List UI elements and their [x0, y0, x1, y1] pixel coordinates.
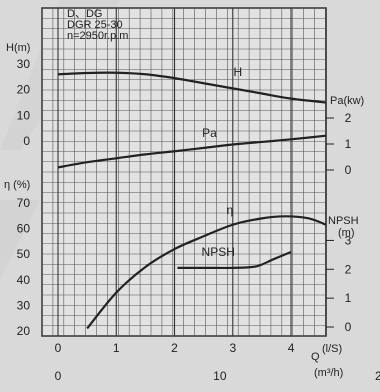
- head-tick: 10: [17, 108, 31, 122]
- efficiency-tick: 20: [17, 324, 31, 338]
- power-curve: [57, 134, 327, 169]
- npsh-axis-label: NPSH: [328, 215, 359, 227]
- tick-label-layer: 01234010203001020300122030405060700123: [17, 57, 380, 383]
- series-label-layer: H Pa η NPSH: [202, 65, 243, 259]
- header-line-2: DGR 25-30: [67, 19, 123, 31]
- series-layer: [57, 71, 327, 330]
- x-axis-unit-ls: (l/S): [322, 343, 342, 355]
- x-tick-ls: 2: [171, 341, 178, 355]
- npsh-curve: [177, 250, 292, 270]
- npsh-tick: 1: [345, 291, 352, 305]
- efficiency-tick: 40: [17, 273, 31, 287]
- header-line-1: D、DG: [67, 8, 102, 20]
- power-tick: 2: [345, 111, 352, 125]
- x-tick-ls: 3: [229, 341, 236, 355]
- header-line-3: n=2950r.p.m: [67, 30, 128, 42]
- head-axis-label: H(m): [6, 42, 30, 54]
- power-tick: 1: [345, 137, 352, 151]
- head-curve: [57, 71, 327, 104]
- x-tick-m3h: 10: [213, 369, 227, 383]
- head-tick: 20: [17, 83, 31, 97]
- head-tick: 30: [17, 57, 31, 71]
- efficiency-series-label: η: [227, 203, 234, 217]
- grid-layer: [41, 7, 326, 337]
- npsh-tick: 2: [345, 262, 352, 276]
- efficiency-axis-label: η (%): [4, 179, 30, 191]
- efficiency-curve: [86, 215, 327, 330]
- x-axis-label-q: Q: [311, 351, 320, 363]
- x-axis-unit-m3h: (m³/h): [314, 367, 343, 379]
- x-tick-m3h: 20: [375, 369, 380, 383]
- efficiency-tick: 30: [17, 298, 31, 312]
- efficiency-tick: 60: [17, 222, 31, 236]
- head-tick: 0: [23, 134, 30, 148]
- power-axis-label: Pa(kw): [330, 95, 364, 107]
- x-tick-m3h: 0: [55, 369, 62, 383]
- x-tick-ls: 1: [113, 341, 120, 355]
- power-series-label: Pa: [202, 126, 217, 140]
- npsh-tick: 0: [345, 320, 352, 334]
- power-tick: 0: [345, 163, 352, 177]
- npsh-tick: 3: [345, 233, 352, 247]
- npsh-series-label: NPSH: [202, 245, 235, 259]
- x-tick-ls: 4: [288, 341, 295, 355]
- npsh-axis-unit: (m): [338, 227, 355, 239]
- efficiency-tick: 50: [17, 247, 31, 261]
- header-block: D、DG DGR 25-30 n=2950r.p.m: [67, 8, 128, 42]
- head-series-label: H: [234, 65, 243, 79]
- efficiency-tick: 70: [17, 196, 31, 210]
- x-tick-ls: 0: [55, 341, 62, 355]
